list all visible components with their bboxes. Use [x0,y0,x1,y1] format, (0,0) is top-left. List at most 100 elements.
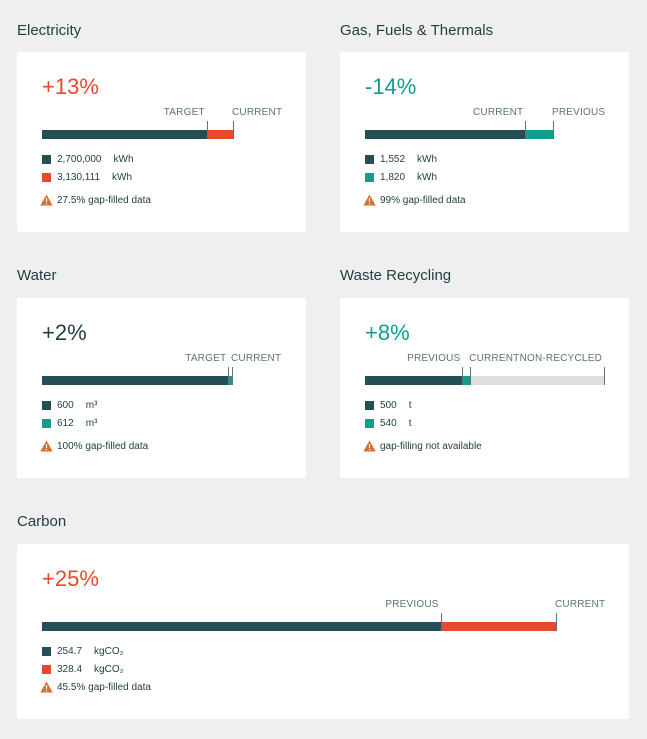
legend-swatch [42,401,51,410]
section-title-carbon: Carbon [17,513,67,530]
bar-segment-difference [525,130,553,139]
bar-segment-difference [440,622,556,631]
comparison-bar: TARGET CURRENT [42,107,282,139]
legend-unit: kgCO₂ [94,664,124,675]
warning-triangle-icon [40,681,53,693]
legend-swatch [365,173,374,182]
bar-marker-label: CURRENT [555,599,606,610]
bar-marker-label: TARGET [185,353,227,364]
bar-segment-difference [462,376,471,385]
legend-value: 1,820 [380,172,406,183]
bar-marker-label: CURRENT [473,107,524,118]
bar-marker [232,367,233,385]
section-title-electricity: Electricity [17,22,82,39]
bar-segment-difference [228,376,232,385]
bar-segment-base [42,622,441,631]
warning-text: 27.5% gap-filled data [57,194,151,206]
legend-swatch [365,155,374,164]
legend-unit: t [408,418,412,429]
change-percent: +13% [42,74,99,99]
legend-item: 3,130,111 kWh [42,172,132,183]
warning-triangle-icon [363,194,376,206]
legend-value: 600 [57,400,74,411]
legend-value: 612 [57,418,74,429]
bar-marker [604,367,605,385]
bar-marker-label: NON-RECYCLED [519,353,602,364]
section-title-water: Water [17,267,57,284]
warning-triangle-icon [363,440,376,452]
bar-segment-base [365,130,526,139]
bar-marker-label: TARGET [163,107,205,118]
section-title-waste-recycling: Waste Recycling [340,267,452,284]
legend-value: 2,700,000 [57,154,102,165]
legend-value: 1,552 [380,154,406,165]
legend-swatch [42,419,51,428]
legend-swatch [42,647,51,656]
legend-item: 1,552 kWh [365,154,437,165]
bar-marker [525,121,527,139]
bar-marker-label: PREVIOUS [385,599,439,610]
gap-fill-warning: 45.5% gap-filled data [40,681,151,693]
legend-item: 612 m³ [42,418,97,429]
legend-unit: kgCO₂ [94,646,124,657]
bar-segment-base [365,376,463,385]
legend-item: 1,820 kWh [365,172,437,183]
bar-marker-label: PREVIOUS [552,107,606,118]
warning-triangle-icon [40,194,53,206]
legend-unit: m³ [85,400,98,411]
legend-swatch [42,155,51,164]
card-carbon: +25% PREVIOUS CURRENT 254.7 kgCO₂ 328.4 kgCO₂… [17,544,629,719]
legend-item: 500 t [365,400,411,411]
legend-item: 328.4 kgCO₂ [42,664,123,675]
bar-marker [553,121,554,139]
warning-text: 45.5% gap-filled data [57,681,151,693]
warning-text: 100% gap-filled data [57,440,149,452]
bar-marker [462,367,464,385]
bar-marker [556,613,557,631]
legend-unit: t [408,400,412,411]
legend-value: 500 [380,400,397,411]
comparison-bar: PREVIOUS CURRENT [42,599,605,631]
card-gas-fuels-thermals: -14% CURRENT PREVIOUS 1,552 kWh 1,820 kWh 99% … [340,52,629,232]
legend-swatch [365,401,374,410]
card-waste-recycling: +8% PREVIOUS CURRENT NON-RECYCLED 500 t 540 t g… [340,298,629,478]
legend-item: 254.7 kgCO₂ [42,646,123,657]
bar-segment-difference [206,130,233,139]
legend-value: 254.7 [57,646,83,657]
bar-marker-label: PREVIOUS [407,353,461,364]
legend-item: 540 t [365,418,411,429]
comparison-bar: CURRENT PREVIOUS [365,107,605,139]
legend-unit: kWh [112,172,133,183]
gap-fill-warning: gap-filling not available [363,440,482,452]
legend-unit: kWh [417,172,438,183]
bar-marker-label: CURRENT [231,353,282,364]
bar-marker-label: CURRENT [232,107,283,118]
legend-unit: kWh [417,154,438,165]
change-percent: -14% [365,74,417,99]
change-percent: +2% [42,320,87,345]
warning-text: 99% gap-filled data [380,194,466,206]
bar-segment-base [42,130,207,139]
bar-segment-base [42,376,229,385]
bar-marker [470,367,472,385]
card-water: +2% TARGET CURRENT 600 m³ 612 m³ 100% gap-fill… [17,298,306,478]
bar-marker [206,121,208,139]
bar-marker-label: CURRENT [469,353,520,364]
legend-value: 3,130,111 [57,172,101,183]
change-percent: +25% [42,566,99,591]
comparison-bar: PREVIOUS CURRENT NON-RECYCLED [365,353,605,385]
legend-item: 600 m³ [42,400,97,411]
legend-item: 2,700,000 kWh [42,154,134,165]
bar-marker [228,367,230,385]
warning-triangle-icon [40,440,53,452]
comparison-bar: TARGET CURRENT [42,353,281,385]
legend-swatch [365,419,374,428]
gap-fill-warning: 100% gap-filled data [40,440,148,452]
legend-swatch [42,173,51,182]
change-percent: +8% [365,320,410,345]
legend-unit: m³ [85,418,98,429]
gap-fill-warning: 27.5% gap-filled data [40,194,151,206]
legend-value: 540 [380,418,397,429]
legend-unit: kWh [113,154,134,165]
legend-value: 328.4 [57,664,83,675]
